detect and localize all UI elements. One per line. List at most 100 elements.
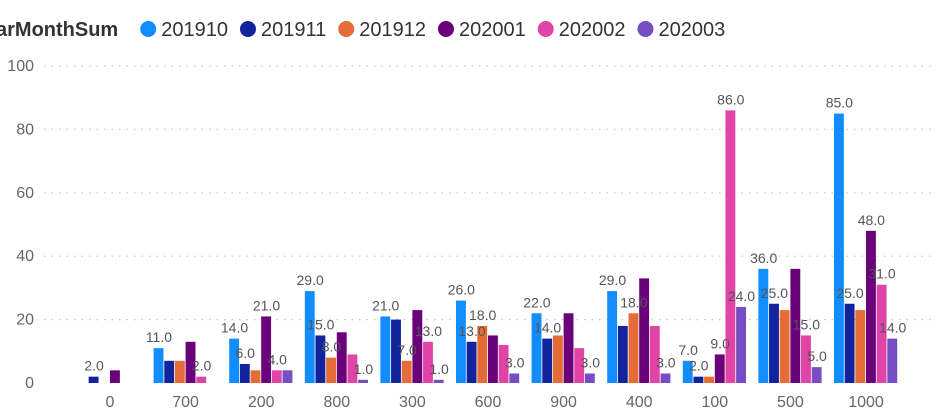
bar-600-202003[interactable] bbox=[509, 373, 520, 383]
legend-marker-202002 bbox=[537, 21, 554, 37]
legend-marker-201910 bbox=[140, 21, 157, 37]
legend-label-202003: 202003 bbox=[658, 19, 725, 41]
bar-800-202002[interactable] bbox=[347, 354, 358, 383]
data-label: 2.0 bbox=[192, 358, 212, 374]
bar-500-202002[interactable] bbox=[801, 335, 811, 383]
data-label: 3.0 bbox=[505, 354, 525, 370]
bar-900-201912[interactable] bbox=[552, 335, 563, 383]
bar-300-201911[interactable] bbox=[391, 319, 401, 383]
bar-0-202001[interactable] bbox=[110, 370, 120, 383]
bar-800-201911[interactable] bbox=[315, 335, 326, 383]
data-label: 14.0 bbox=[221, 320, 248, 336]
y-axis: 0 20 40 60 80 100 bbox=[7, 58, 34, 392]
gridlines bbox=[44, 65, 932, 321]
bar-900-201911[interactable] bbox=[542, 338, 553, 383]
x-axis: 0 700 200 800 300 600 900 400 100 500 1000 bbox=[106, 394, 884, 411]
data-label: 3.0 bbox=[656, 354, 676, 370]
data-label: 1.0 bbox=[429, 361, 449, 377]
legend-marker-201912 bbox=[338, 21, 355, 37]
bar-100-202003[interactable] bbox=[736, 306, 746, 383]
bar-300-201910[interactable] bbox=[380, 316, 391, 383]
bar-200-201911[interactable] bbox=[239, 363, 250, 383]
x-tick-label: 500 bbox=[777, 394, 804, 411]
bar-0-201911[interactable] bbox=[88, 376, 99, 383]
bar-400-201910[interactable] bbox=[607, 291, 618, 383]
data-labels: 2.0 11.0 2.0 14.0 6.0 21.0 4.0 29.0 15.0 8.0 1.0 21… bbox=[84, 91, 906, 376]
data-label: 13.0 bbox=[458, 323, 485, 339]
bar-700-202002[interactable] bbox=[196, 376, 207, 383]
bar-800-202001[interactable] bbox=[336, 332, 347, 383]
bar-1000-201911[interactable] bbox=[844, 303, 855, 383]
bar-500-202003[interactable] bbox=[811, 367, 822, 383]
legend-label-202001: 202001 bbox=[459, 19, 526, 41]
x-tick-label: 700 bbox=[172, 394, 199, 411]
bar-600-202002[interactable] bbox=[498, 344, 509, 383]
bar-300-202003[interactable] bbox=[433, 379, 444, 383]
bar-200-201912[interactable] bbox=[250, 370, 261, 383]
bar-900-202003[interactable] bbox=[584, 373, 595, 383]
bar-300-202002[interactable] bbox=[423, 341, 433, 383]
data-label: 3.0 bbox=[581, 354, 601, 370]
data-label: 24.0 bbox=[728, 288, 755, 304]
data-label: 48.0 bbox=[858, 212, 885, 228]
bar-1000-202001[interactable] bbox=[866, 230, 876, 383]
bar-400-202002[interactable] bbox=[649, 325, 660, 383]
data-label: 7.0 bbox=[678, 342, 698, 358]
bar-100-201912[interactable] bbox=[704, 376, 714, 383]
data-label: 18.0 bbox=[469, 307, 496, 323]
bars bbox=[88, 110, 898, 384]
bar-500-202001[interactable] bbox=[790, 268, 801, 383]
bar-500-201912[interactable] bbox=[779, 310, 790, 383]
bar-1000-201910[interactable] bbox=[834, 113, 844, 384]
bar-800-201912[interactable] bbox=[326, 357, 336, 383]
bar-400-201912[interactable] bbox=[628, 313, 639, 383]
data-label: 4.0 bbox=[267, 351, 287, 367]
y-tick-label: 60 bbox=[16, 185, 34, 202]
bar-500-201910[interactable] bbox=[758, 268, 769, 383]
data-label: 29.0 bbox=[599, 272, 626, 288]
bar-900-202001[interactable] bbox=[563, 313, 574, 383]
bar-700-201912[interactable] bbox=[174, 360, 185, 383]
bar-100-201911[interactable] bbox=[693, 376, 704, 383]
bar-500-201911[interactable] bbox=[769, 303, 779, 383]
data-label: 2.0 bbox=[84, 358, 104, 374]
bar-1000-202003[interactable] bbox=[887, 338, 898, 383]
x-tick-label: 800 bbox=[323, 394, 350, 411]
bar-400-202003[interactable] bbox=[660, 373, 671, 383]
bar-100-202002[interactable] bbox=[725, 110, 736, 383]
y-tick-label: 80 bbox=[16, 121, 34, 138]
bar-200-201910[interactable] bbox=[229, 338, 240, 383]
bar-600-201912[interactable] bbox=[477, 325, 488, 383]
y-tick-label: 20 bbox=[16, 312, 34, 329]
data-label: 5.0 bbox=[807, 348, 827, 364]
bar-800-201910[interactable] bbox=[304, 291, 315, 383]
data-label: 15.0 bbox=[793, 316, 820, 332]
bar-200-202001[interactable] bbox=[261, 316, 272, 383]
data-label: 26.0 bbox=[448, 282, 475, 298]
bar-1000-201912[interactable] bbox=[855, 310, 866, 383]
data-label: 18.0 bbox=[620, 294, 647, 310]
bar-800-202003[interactable] bbox=[358, 379, 368, 383]
bar-200-202003[interactable] bbox=[282, 370, 293, 383]
bar-100-202001[interactable] bbox=[714, 354, 725, 383]
bar-700-201911[interactable] bbox=[164, 360, 175, 383]
bar-700-201910[interactable] bbox=[153, 348, 164, 383]
bar-700-202001[interactable] bbox=[185, 341, 196, 383]
bar-300-202001[interactable] bbox=[412, 310, 423, 383]
bar-900-202002[interactable] bbox=[574, 348, 585, 383]
legend-title: arMonthSum bbox=[0, 19, 118, 41]
x-tick-label: 1000 bbox=[848, 394, 884, 411]
bar-1000-202002[interactable] bbox=[876, 284, 887, 383]
data-label: 36.0 bbox=[750, 250, 777, 266]
bar-600-202001[interactable] bbox=[488, 335, 498, 383]
bar-900-201910[interactable] bbox=[531, 313, 542, 383]
bar-600-201910[interactable] bbox=[456, 300, 466, 383]
x-tick-label: 0 bbox=[106, 394, 115, 411]
bar-400-201911[interactable] bbox=[617, 325, 628, 383]
bar-400-202001[interactable] bbox=[639, 278, 650, 383]
bar-100-201910[interactable] bbox=[682, 360, 693, 383]
bar-200-202002[interactable] bbox=[271, 370, 282, 383]
bar-600-201911[interactable] bbox=[466, 341, 477, 383]
bar-300-201912[interactable] bbox=[401, 360, 412, 383]
x-tick-label: 600 bbox=[475, 394, 502, 411]
